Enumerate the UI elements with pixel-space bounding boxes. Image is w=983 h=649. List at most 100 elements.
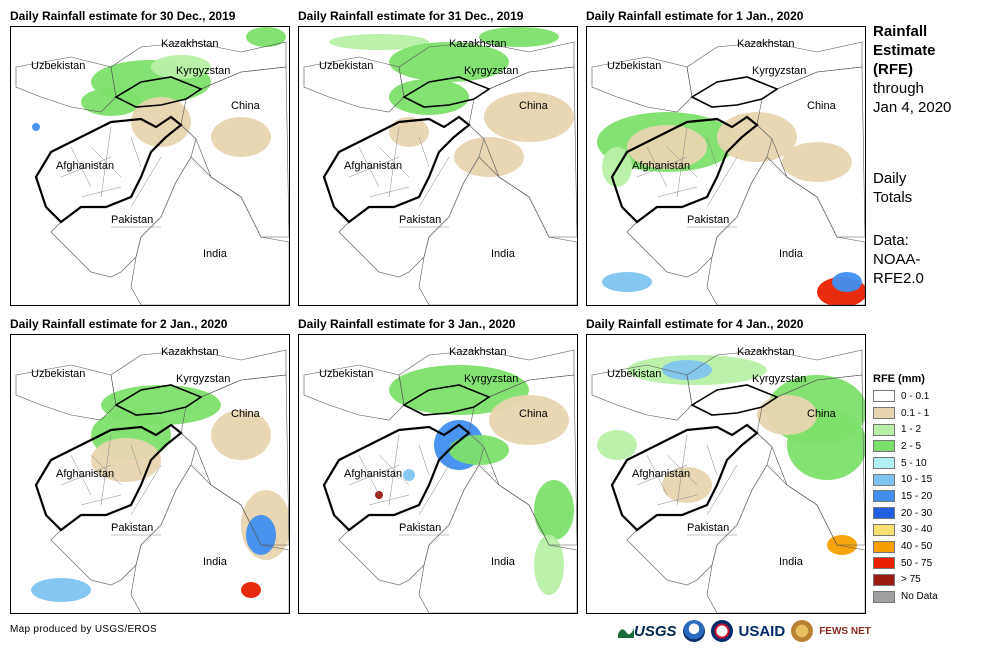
sidebar-title-line: Estimate — [873, 42, 936, 59]
province-boundary — [418, 444, 430, 476]
panel-title: Daily Rainfall estimate for 1 Jan., 2020 — [586, 9, 804, 23]
afghanistan-border — [610, 423, 759, 532]
map-credit: Map produced by USGS/EROS — [10, 624, 158, 635]
province-boundary — [646, 146, 668, 188]
legend-label: No Data — [901, 591, 938, 603]
legend-label: 50 - 75 — [901, 557, 933, 569]
province-boundary — [368, 494, 410, 506]
legend-label: 20 - 30 — [901, 507, 933, 519]
province-boundary — [70, 146, 92, 188]
country-label-pakistan: Pakistan — [111, 522, 153, 534]
rainfall-area — [246, 27, 286, 47]
map-svg: Kazakhstan Uzbekistan Kyrgyzstan China Afgha… — [15, 27, 289, 305]
legend-label: 0 - 0.1 — [901, 390, 930, 402]
country-label-kyrgyzstan: Kyrgyzstan — [752, 373, 806, 385]
kyrgyzstan-border — [690, 384, 779, 416]
province-boundary — [358, 146, 380, 188]
country-label-uzbekistan: Uzbekistan — [319, 60, 373, 72]
legend-label: 2 - 5 — [901, 440, 922, 452]
province-boundary — [418, 136, 430, 168]
map-svg: Kazakhstan Uzbekistan Kyrgyzstan China Afgha… — [303, 346, 577, 613]
province-boundary — [656, 494, 698, 506]
rainfall-area — [91, 438, 161, 482]
sidebar-daily-line: Totals — [873, 189, 913, 206]
country-label-pakistan: Pakistan — [111, 214, 153, 226]
map-frame: Kazakhstan Uzbekistan Kyrgyzstan China Afgha… — [298, 26, 578, 306]
kyrgyzstan-border — [690, 76, 779, 108]
kyrgyzstan-border — [114, 384, 203, 416]
map-svg: Kazakhstan Uzbekistan Kyrgyzstan China Afgha… — [591, 38, 865, 305]
country-border — [130, 156, 289, 305]
legend-title: RFE (mm) — [873, 373, 925, 385]
usgs-wave-icon — [618, 628, 634, 638]
rainfall-area — [597, 430, 637, 460]
province-boundary — [418, 464, 450, 516]
rainfall-area — [389, 79, 469, 115]
kyrgyzstan-border — [114, 76, 203, 108]
legend-item: 2 - 5 — [873, 438, 983, 455]
country-label-kazakhstan: Kazakhstan — [737, 38, 794, 50]
rainfall-area — [329, 34, 429, 50]
map-frame: Kazakhstan Uzbekistan Kyrgyzstan China Afgha… — [298, 334, 578, 614]
country-label-india: India — [491, 248, 516, 260]
sidebar-through-line: Jan 4, 2020 — [873, 99, 952, 116]
map-frame: Kazakhstan Uzbekistan Kyrgyzstan China Afgha… — [586, 26, 866, 306]
legend-swatch — [873, 407, 895, 420]
rainfall-area — [662, 360, 712, 380]
map-frame: Kazakhstan Uzbekistan Kyrgyzstan China Afgha… — [10, 334, 290, 614]
legend-label: 40 - 50 — [901, 541, 933, 553]
rainfall-area — [454, 137, 524, 177]
country-label-afghanistan: Afghanistan — [344, 468, 402, 480]
usaid-logo-text: USAID — [738, 622, 786, 640]
legend-swatch — [873, 390, 895, 403]
rainfall-area — [479, 27, 559, 47]
legend-swatch — [873, 457, 895, 470]
legend-swatch — [873, 540, 895, 553]
rainfall-area — [449, 435, 509, 465]
country-label-kazakhstan: Kazakhstan — [161, 38, 218, 50]
country-label-kazakhstan: Kazakhstan — [161, 346, 218, 358]
province-boundary — [676, 126, 688, 198]
province-boundary — [80, 186, 122, 198]
country-label-china: China — [231, 100, 261, 112]
agency-logos: USGS USAID FEWS NET — [618, 617, 871, 645]
rainfall-area — [32, 123, 40, 131]
map-frame: Kazakhstan Uzbekistan Kyrgyzstan China Afgha… — [586, 334, 866, 614]
rainfall-area — [832, 272, 862, 292]
province-boundary — [130, 156, 162, 208]
legend-item: 10 - 15 — [873, 471, 983, 488]
province-boundary — [70, 454, 92, 496]
noaa-logo-icon — [682, 620, 705, 642]
province-boundary — [388, 126, 400, 198]
country-label-china: China — [807, 100, 837, 112]
country-label-uzbekistan: Uzbekistan — [31, 60, 85, 72]
province-boundary — [80, 494, 122, 506]
sidebar-info: Rainfall Estimate (RFE) through Jan 4, 2… — [873, 22, 981, 288]
province-boundary — [100, 126, 112, 198]
country-border — [591, 56, 693, 113]
kyrgyzstan-border — [402, 76, 491, 108]
country-border — [15, 364, 117, 421]
usaid-logo: USAID — [739, 619, 786, 643]
legend-swatch — [873, 557, 895, 570]
country-label-afghanistan: Afghanistan — [632, 468, 690, 480]
legend-swatch — [873, 523, 895, 536]
country-border — [303, 364, 405, 421]
country-label-uzbekistan: Uzbekistan — [319, 368, 373, 380]
map-svg: Kazakhstan Uzbekistan Kyrgyzstan China Afgha… — [303, 27, 577, 305]
country-label-kazakhstan: Kazakhstan — [449, 38, 506, 50]
country-label-china: China — [807, 408, 837, 420]
province-boundary — [60, 156, 112, 178]
afghanistan-border — [322, 423, 471, 532]
rainfall-area — [534, 480, 574, 540]
rainfall-area — [389, 365, 529, 415]
legend-item: 0.1 - 1 — [873, 405, 983, 422]
legend-item: 40 - 50 — [873, 538, 983, 555]
rainfall-area — [782, 142, 852, 182]
province-boundary — [706, 444, 718, 476]
country-label-kyrgyzstan: Kyrgyzstan — [176, 373, 230, 385]
panel-title: Daily Rainfall estimate for 31 Dec., 201… — [298, 9, 524, 23]
sidebar-data-line: NOAA- — [873, 251, 921, 268]
country-label-india: India — [203, 248, 228, 260]
country-label-uzbekistan: Uzbekistan — [607, 60, 661, 72]
